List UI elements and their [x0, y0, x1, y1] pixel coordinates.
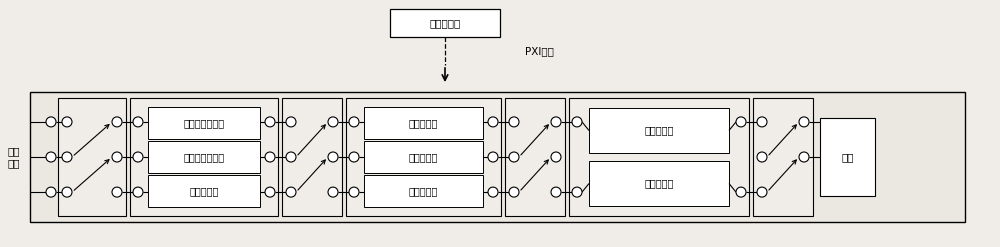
Bar	[569, 98, 749, 216]
Circle shape	[757, 187, 767, 197]
Circle shape	[509, 152, 519, 162]
Text: 终端: 终端	[841, 152, 854, 162]
Circle shape	[509, 117, 519, 127]
Text: 第二高通滤波器: 第二高通滤波器	[183, 152, 225, 162]
Circle shape	[799, 152, 809, 162]
Circle shape	[328, 187, 338, 197]
Circle shape	[265, 117, 275, 127]
Circle shape	[265, 187, 275, 197]
Circle shape	[62, 187, 72, 197]
Circle shape	[349, 187, 359, 197]
Text: 第二放大器: 第二放大器	[644, 179, 674, 188]
Text: 第三陷波器: 第三陷波器	[409, 186, 438, 196]
Text: 第一陷波器: 第一陷波器	[409, 118, 438, 128]
Circle shape	[349, 117, 359, 127]
Circle shape	[509, 187, 519, 197]
Text: PXI总线: PXI总线	[525, 46, 554, 56]
Circle shape	[265, 152, 275, 162]
Circle shape	[328, 117, 338, 127]
Bar	[148, 175, 260, 207]
Circle shape	[551, 152, 561, 162]
Circle shape	[46, 152, 56, 162]
Circle shape	[133, 187, 143, 197]
Circle shape	[112, 187, 122, 197]
Circle shape	[133, 117, 143, 127]
Circle shape	[551, 187, 561, 197]
Circle shape	[572, 187, 582, 197]
Circle shape	[736, 187, 746, 197]
Circle shape	[488, 187, 498, 197]
Text: 第一高通滤波器: 第一高通滤波器	[183, 118, 225, 128]
Bar	[130, 98, 278, 216]
Bar	[364, 141, 483, 173]
Bar	[753, 98, 813, 216]
Circle shape	[572, 117, 582, 127]
Circle shape	[328, 152, 338, 162]
Circle shape	[736, 117, 746, 127]
Bar	[148, 141, 260, 173]
Text: 第二陷波器: 第二陷波器	[409, 152, 438, 162]
Bar	[589, 108, 729, 153]
Bar	[148, 107, 260, 139]
Bar	[282, 98, 342, 216]
Circle shape	[757, 117, 767, 127]
Text: 数字处理器: 数字处理器	[429, 18, 461, 28]
Circle shape	[62, 152, 72, 162]
Circle shape	[286, 152, 296, 162]
Circle shape	[46, 187, 56, 197]
Text: 被检
信号: 被检 信号	[8, 146, 20, 168]
Circle shape	[799, 117, 809, 127]
Text: 低通滤波器: 低通滤波器	[189, 186, 219, 196]
Circle shape	[488, 152, 498, 162]
Bar	[505, 98, 565, 216]
Circle shape	[488, 117, 498, 127]
Circle shape	[133, 152, 143, 162]
Bar	[30, 92, 965, 222]
Circle shape	[112, 117, 122, 127]
Bar	[589, 161, 729, 206]
Text: 第一放大器: 第一放大器	[644, 125, 674, 136]
Bar	[346, 98, 501, 216]
Bar	[820, 118, 875, 196]
Circle shape	[286, 187, 296, 197]
Circle shape	[757, 152, 767, 162]
Circle shape	[62, 117, 72, 127]
Bar	[390, 9, 500, 37]
Bar	[58, 98, 126, 216]
Circle shape	[112, 152, 122, 162]
Circle shape	[349, 152, 359, 162]
Bar	[364, 107, 483, 139]
Circle shape	[286, 117, 296, 127]
Bar	[364, 175, 483, 207]
Circle shape	[551, 117, 561, 127]
Circle shape	[46, 117, 56, 127]
